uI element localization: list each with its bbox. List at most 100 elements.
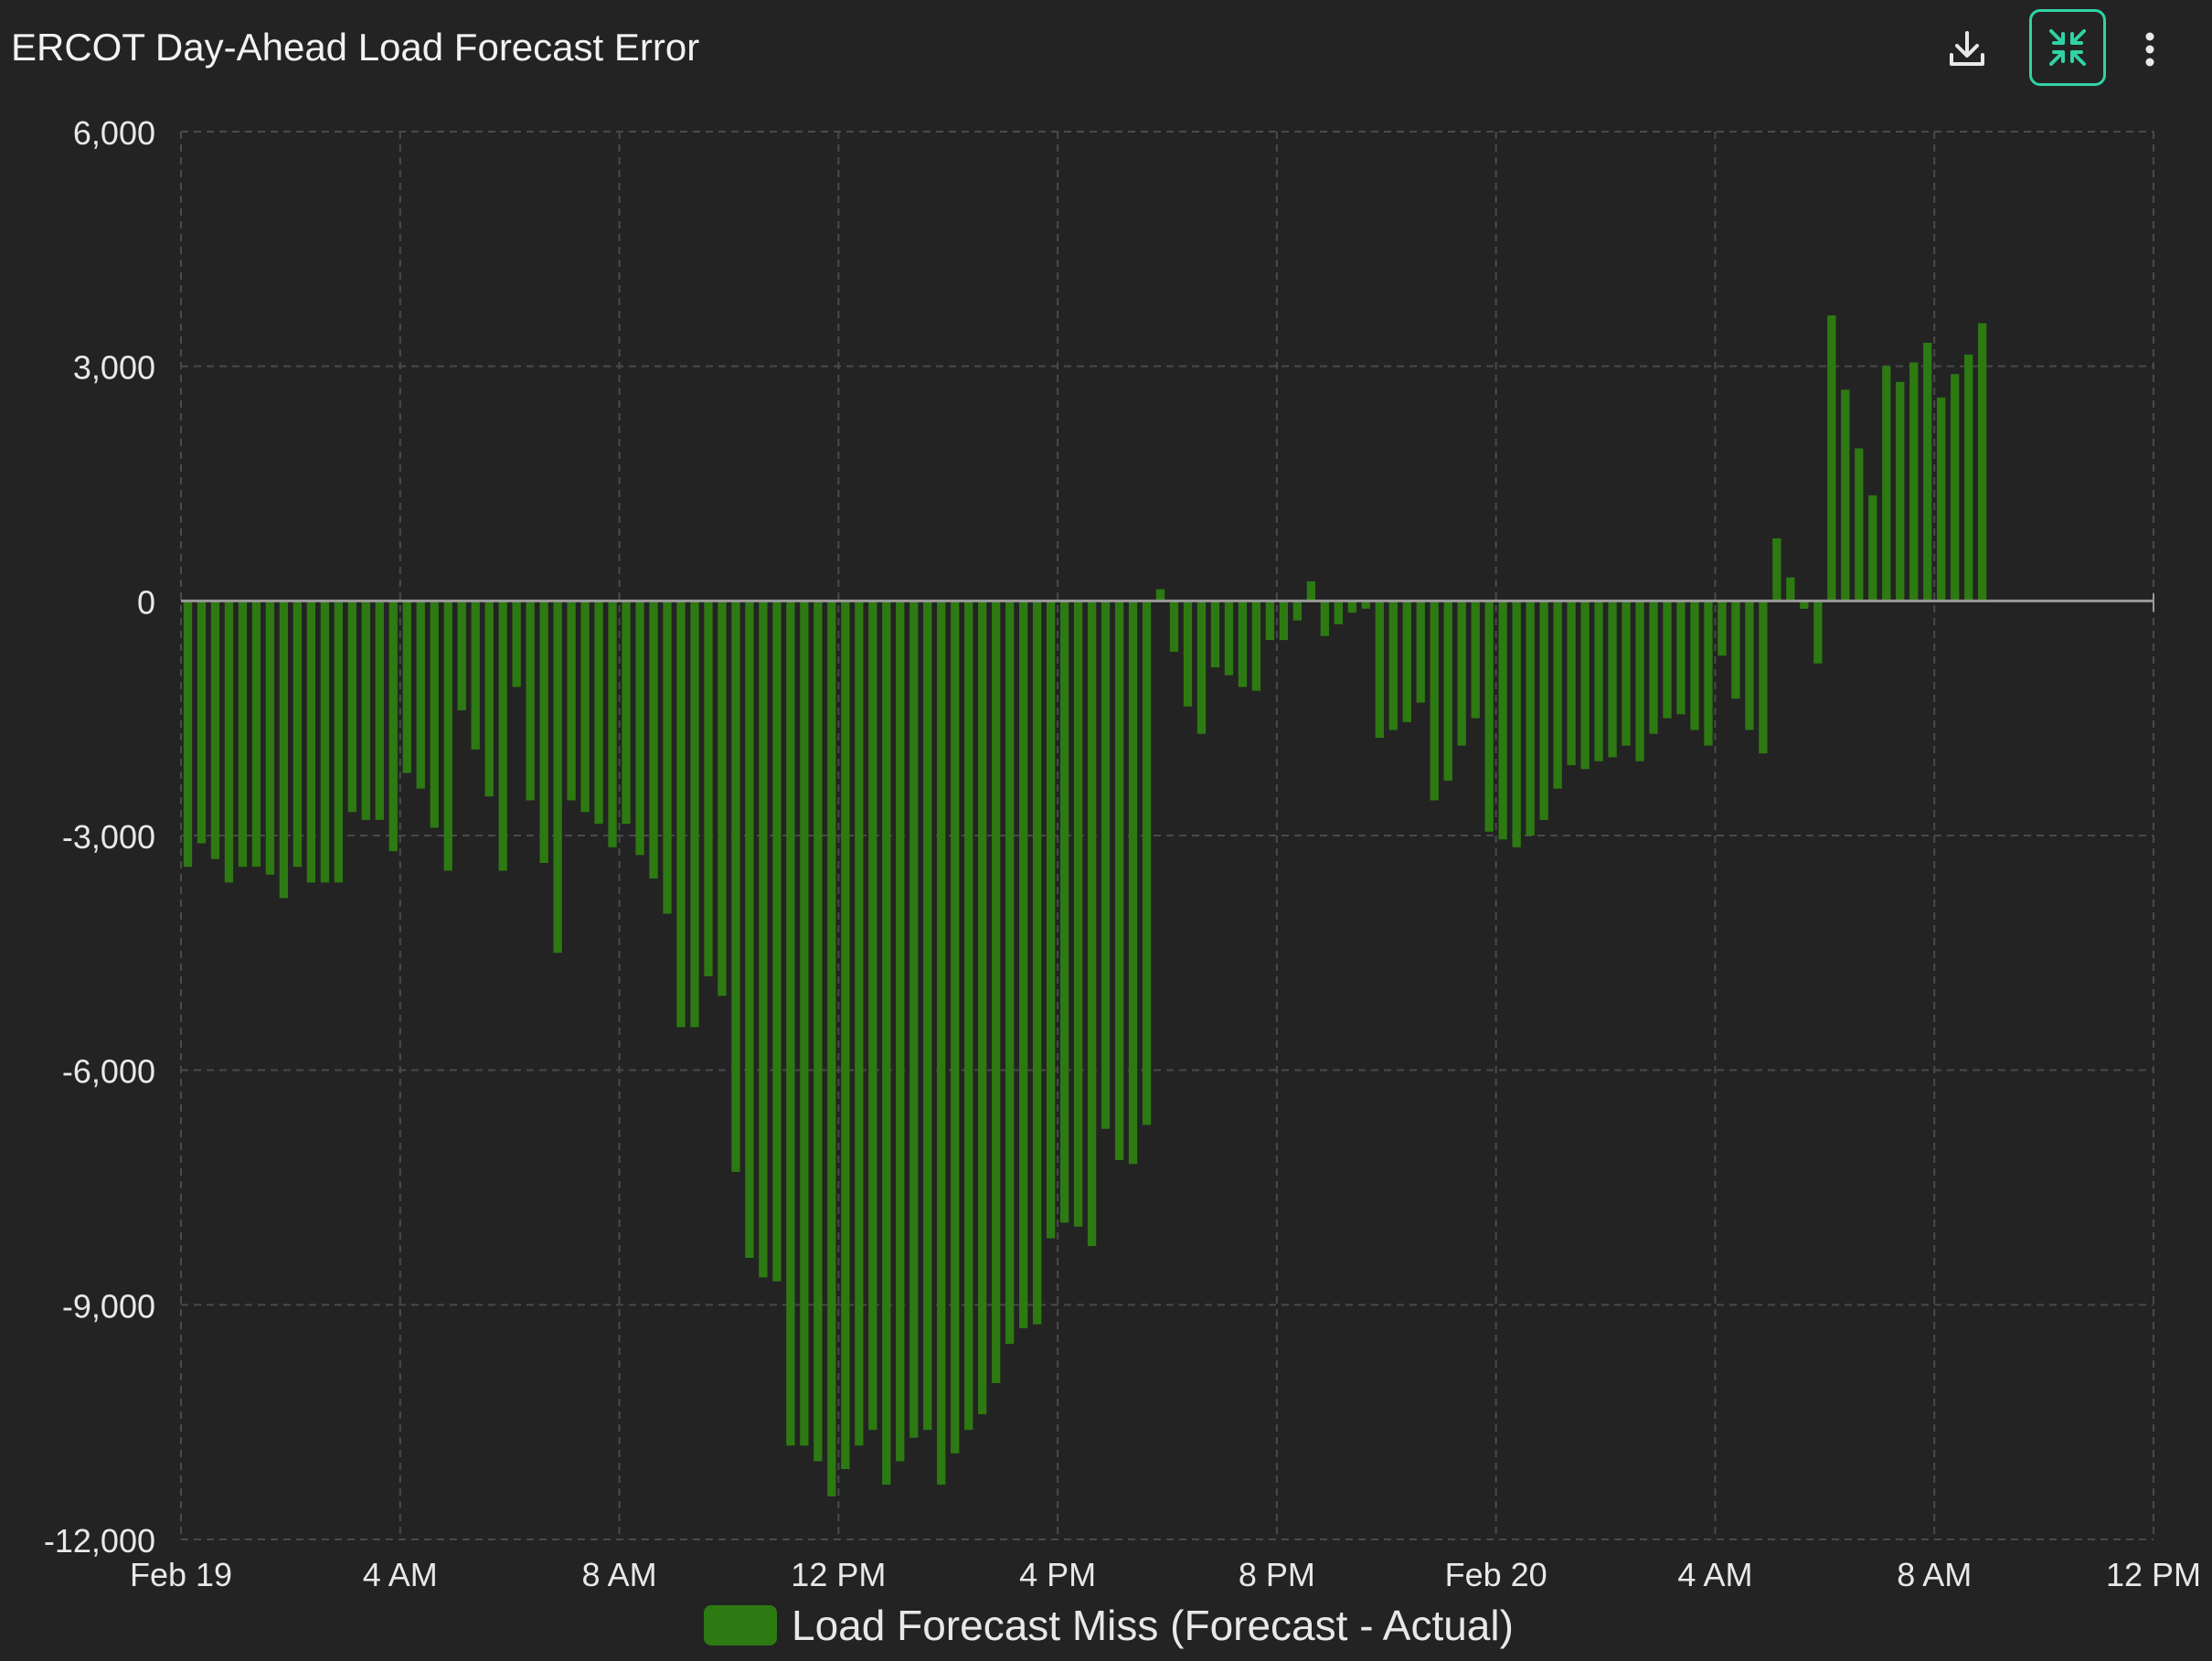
data-bar (1032, 601, 1042, 1325)
x-tick-label: 8 PM (1239, 1556, 1315, 1593)
data-bar (594, 601, 603, 825)
data-bar (1361, 601, 1370, 609)
collapse-icon (2049, 29, 2086, 66)
data-bar (361, 601, 370, 820)
data-bar (1923, 343, 1932, 602)
data-bar (416, 601, 425, 789)
x-tick-label: Feb 19 (130, 1556, 232, 1593)
data-bar (663, 601, 672, 914)
more-options-button[interactable] (2121, 20, 2179, 79)
data-bar (334, 601, 343, 883)
data-bar (1073, 601, 1083, 1227)
x-tick-label: 8 AM (582, 1556, 657, 1593)
data-bar (1457, 601, 1466, 746)
data-bar (567, 601, 576, 801)
data-bar (1649, 601, 1658, 734)
grid-layer (180, 131, 2154, 1540)
data-bar (1868, 495, 1877, 602)
data-bar (1320, 601, 1329, 636)
legend[interactable]: Load Forecast Miss (Forecast - Actual) (704, 1602, 1514, 1649)
data-bar (1539, 601, 1548, 820)
data-bar (1416, 601, 1425, 703)
x-tick-label: Feb 20 (1445, 1556, 1547, 1593)
exit-fullscreen-button[interactable] (2029, 9, 2106, 86)
data-bar (471, 601, 480, 750)
data-bar (1731, 601, 1740, 699)
data-bar (1183, 601, 1193, 707)
legend-label: Load Forecast Miss (Forecast - Actual) (792, 1602, 1514, 1649)
data-bar (1512, 601, 1521, 847)
data-bar (1114, 601, 1124, 1161)
download-button[interactable] (1938, 20, 1996, 79)
data-bar (1375, 601, 1384, 739)
y-tick-label: -6,000 (62, 1053, 155, 1091)
data-bar (855, 601, 864, 1446)
x-tick-label: 12 PM (2106, 1556, 2201, 1593)
data-bar (772, 601, 782, 1282)
data-bar (786, 601, 795, 1446)
data-bar (1238, 601, 1248, 687)
data-bar (183, 601, 193, 868)
data-bar (1896, 381, 1905, 602)
data-bar (402, 601, 411, 773)
x-tick-label: 8 AM (1897, 1556, 1972, 1593)
data-bar (443, 601, 452, 871)
data-bar (1292, 601, 1303, 621)
data-bar (279, 601, 289, 899)
data-bar (1717, 601, 1727, 656)
data-bar (882, 601, 891, 1485)
y-tick-label: 3,000 (73, 349, 155, 387)
data-bar (814, 601, 823, 1462)
data-bar (1498, 601, 1507, 840)
data-bar (992, 601, 1001, 1383)
data-bar (526, 601, 535, 801)
data-bar (306, 601, 316, 883)
y-tick-label: -3,000 (62, 818, 155, 856)
data-bar (1567, 601, 1576, 765)
x-tick-label: 12 PM (791, 1556, 886, 1593)
data-bar (978, 601, 987, 1415)
data-bar (1676, 601, 1686, 715)
y-tick-label: 6,000 (73, 114, 155, 152)
data-bar (923, 601, 932, 1431)
data-bar (1580, 601, 1590, 770)
data-bar (1142, 601, 1152, 1125)
data-bar (1800, 601, 1809, 609)
download-icon (1950, 31, 1984, 66)
data-bar (1128, 601, 1138, 1165)
data-bar (1059, 601, 1069, 1223)
data-bar (1622, 601, 1631, 746)
data-bar (690, 601, 699, 1027)
data-bar (676, 601, 686, 1027)
data-bar (430, 601, 439, 828)
data-bar (1196, 601, 1207, 734)
data-bar (951, 601, 960, 1453)
data-bar (1608, 601, 1617, 758)
data-bar (827, 601, 836, 1496)
data-bar (1169, 601, 1179, 652)
data-bar (484, 601, 494, 797)
data-bar (1019, 601, 1028, 1328)
data-bar (1594, 601, 1603, 761)
data-bar (498, 601, 507, 871)
axis-layer: 6,0003,0000-3,000-6,000-9,000-12,000Feb … (44, 114, 2201, 1593)
data-bar (1786, 577, 1795, 602)
data-bar (292, 601, 303, 868)
y-tick-label: -12,000 (44, 1522, 155, 1560)
data-bar (1827, 315, 1836, 602)
legend-swatch (704, 1605, 777, 1645)
data-bar (1443, 601, 1452, 782)
data-bar (1347, 601, 1356, 613)
data-bar (1704, 601, 1713, 746)
data-bar (1526, 601, 1535, 836)
data-bar (841, 601, 850, 1469)
data-bar (1909, 362, 1919, 602)
data-bar (1663, 601, 1672, 719)
data-bar (1279, 601, 1289, 641)
data-bar (375, 601, 384, 820)
x-tick-label: 4 PM (1019, 1556, 1096, 1593)
data-bar (1087, 601, 1097, 1247)
data-bar (1251, 601, 1261, 691)
data-bar (868, 601, 877, 1431)
